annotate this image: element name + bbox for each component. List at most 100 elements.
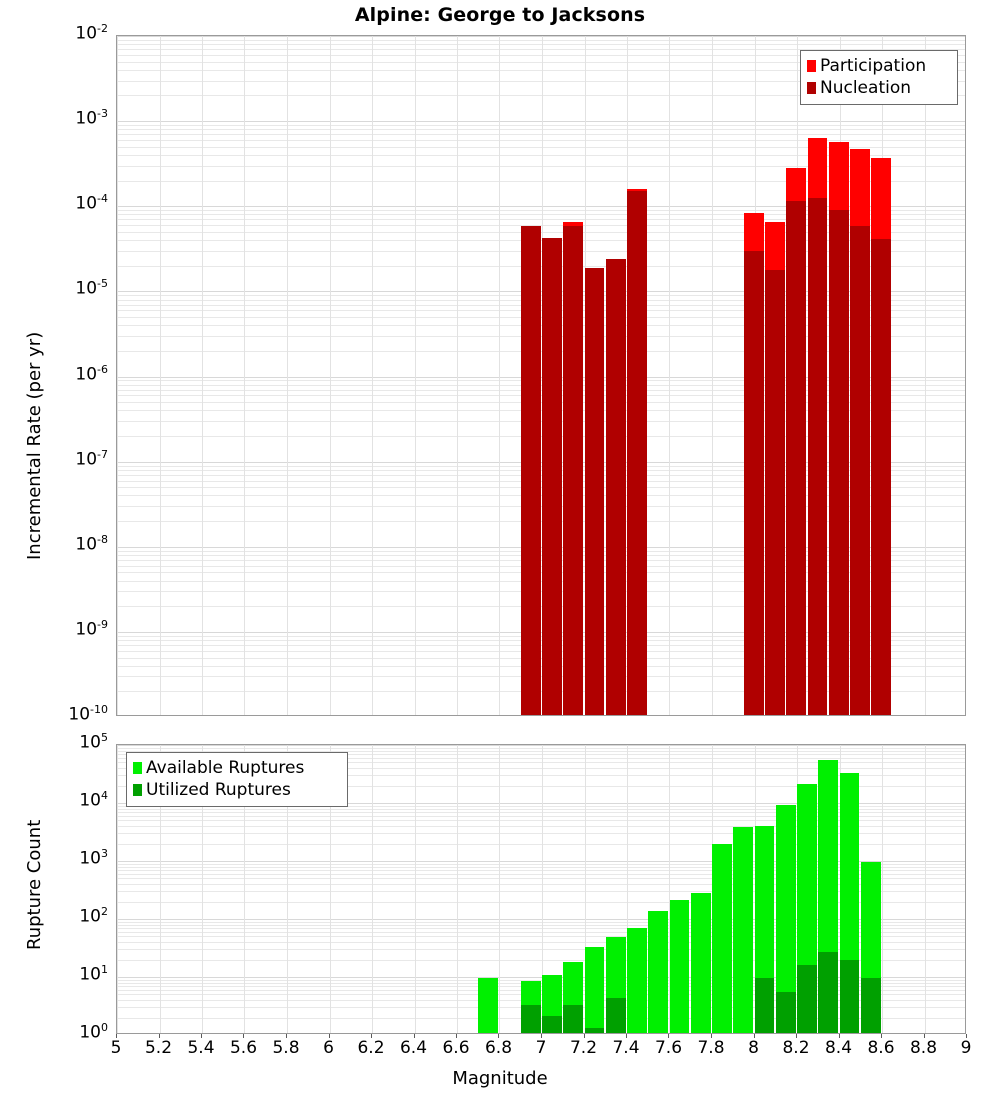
gridline-v	[669, 745, 670, 1033]
gridline-h	[117, 551, 965, 552]
gridline-h	[117, 867, 965, 868]
x-axis-title: Magnitude	[452, 1068, 548, 1089]
gridline-h	[117, 62, 965, 63]
gridline-h	[117, 121, 965, 122]
gridline-h	[117, 977, 965, 978]
bar-segment	[542, 238, 562, 715]
bar	[775, 805, 796, 1033]
bar-segment	[807, 197, 828, 715]
gridline-h	[117, 291, 965, 292]
gridline-v	[330, 745, 331, 1033]
gridline-h	[117, 1018, 965, 1019]
gridline-h	[117, 462, 965, 463]
gridline-h	[117, 751, 965, 752]
gridline-h	[117, 691, 965, 692]
x-tick-label: 7.6	[654, 1038, 683, 1058]
bar	[648, 911, 668, 1033]
gridline-v	[202, 36, 203, 715]
x-tick-mark	[414, 1034, 415, 1038]
bar-segment	[765, 269, 785, 715]
bottom-bars	[117, 745, 965, 1033]
gridline-h	[117, 803, 965, 804]
gridline-h	[117, 206, 965, 207]
bar	[786, 167, 807, 715]
gridline-v	[287, 745, 288, 1033]
bar-segment	[828, 210, 849, 715]
bar	[765, 221, 785, 715]
gridline-v	[160, 745, 161, 1033]
x-tick-label: 6.8	[484, 1038, 513, 1058]
gridline-v	[202, 745, 203, 1033]
gridline-h	[117, 266, 965, 267]
gridline-h	[117, 919, 965, 920]
bar	[584, 267, 605, 715]
bar-segment	[605, 998, 626, 1033]
x-tick-label: 6.6	[442, 1038, 470, 1058]
legend-label: Nucleation	[820, 78, 912, 98]
gridline-h	[117, 129, 965, 130]
gridline-h	[117, 336, 965, 337]
bar	[563, 221, 583, 715]
gridline-h	[117, 922, 965, 923]
x-tick-mark	[201, 1034, 202, 1038]
bar	[733, 827, 753, 1033]
y-tick-label: 10-10	[68, 703, 108, 725]
gridline-v	[499, 36, 500, 715]
x-tick-label: 5.4	[187, 1038, 215, 1058]
bar	[860, 861, 881, 1033]
x-tick-label: 7	[535, 1038, 547, 1058]
gridline-h	[117, 385, 965, 386]
gridline-h	[117, 436, 965, 437]
legend-item: Utilized Ruptures	[133, 779, 340, 801]
gridline-h	[117, 864, 965, 865]
gridline-v	[712, 36, 713, 715]
gridline-h	[117, 676, 965, 677]
bar	[807, 138, 828, 715]
gridline-h	[117, 214, 965, 215]
bar-segment	[786, 200, 807, 715]
gridline-h	[117, 870, 965, 871]
bar	[712, 844, 732, 1033]
gridline-h	[117, 390, 965, 391]
gridline-v	[244, 745, 245, 1033]
gridline-h	[117, 134, 965, 135]
gridline-v	[457, 36, 458, 715]
x-tick-mark	[839, 1034, 840, 1038]
gridline-h	[117, 820, 965, 821]
bar	[563, 961, 583, 1033]
gridline-v	[160, 36, 161, 715]
gridline-h	[117, 155, 965, 156]
gridline-v	[372, 36, 373, 715]
gridline-h	[117, 481, 965, 482]
gridline-h	[117, 812, 965, 813]
bar-segment	[850, 226, 870, 715]
top-bars	[117, 36, 965, 715]
bar-segment	[584, 1028, 605, 1033]
gridline-h	[117, 809, 965, 810]
gridline-h	[117, 475, 965, 476]
gridline-h	[117, 986, 965, 987]
gridline-h	[117, 395, 965, 396]
gridline-h	[117, 55, 965, 56]
rupture-count-chart	[116, 744, 966, 1034]
x-tick-label: 5.2	[144, 1038, 173, 1058]
gridline-h	[117, 983, 965, 984]
bar-segment	[775, 992, 796, 1033]
bar-segment	[627, 190, 647, 715]
y-tick-label: 10-2	[75, 22, 108, 44]
gridline-h	[117, 949, 965, 950]
bar	[743, 212, 764, 715]
gridline-h	[117, 645, 965, 646]
bar	[669, 899, 690, 1033]
legend-item: Available Ruptures	[133, 757, 340, 779]
gridline-h	[117, 936, 965, 937]
gridline-h	[117, 219, 965, 220]
gridline-h	[117, 816, 965, 817]
gridline-h	[117, 147, 965, 148]
gridline-v	[372, 745, 373, 1033]
x-tick-mark	[456, 1034, 457, 1038]
gridline-h	[117, 960, 965, 961]
gridline-h	[117, 786, 965, 787]
x-tick-label: 7.8	[697, 1038, 725, 1058]
bar-segment	[563, 1005, 583, 1033]
